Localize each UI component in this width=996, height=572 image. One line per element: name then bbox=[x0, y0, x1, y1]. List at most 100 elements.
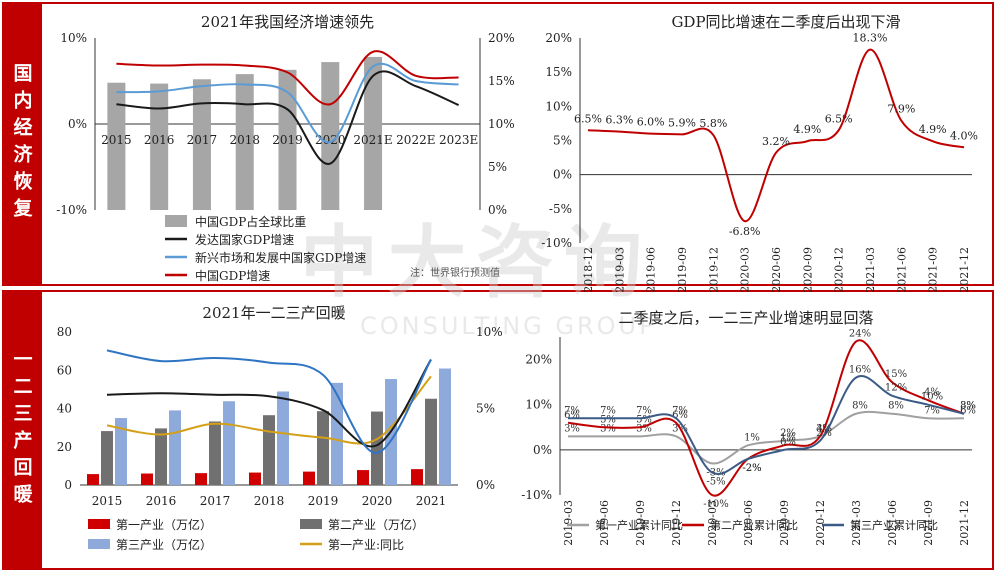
chart4-data-label: 3% bbox=[960, 401, 976, 412]
chart3-legend-swatch bbox=[300, 519, 322, 529]
chart2-x-tick: 2020-09 bbox=[801, 247, 814, 293]
chart1-legend-swatch bbox=[165, 215, 187, 227]
chart3-right-tick: 5% bbox=[476, 402, 495, 416]
section-label-economy: 国内经济恢复 bbox=[2, 2, 42, 286]
chart2-y-tick: 5% bbox=[553, 134, 572, 148]
chart2-x-tick: 2020-06 bbox=[770, 247, 783, 293]
chart4-data-label: 5% bbox=[600, 414, 616, 425]
chart3-x-tick: 2015 bbox=[92, 494, 123, 508]
chart2-x-tick: 2021-09 bbox=[927, 247, 940, 293]
chart4-x-tick: 2021-09 bbox=[922, 500, 935, 546]
chart4-x-tick: 2019-12 bbox=[670, 500, 683, 546]
chart3-left-tick: 20 bbox=[57, 440, 72, 454]
chart3-series-line bbox=[106, 375, 432, 445]
chart4-data-label: 8% bbox=[960, 401, 976, 412]
chart4-data-label: 5% bbox=[636, 414, 652, 425]
chart2-y-tick: 10% bbox=[545, 99, 572, 113]
chart1-x-tick: 2022E bbox=[396, 133, 435, 147]
chart3-bar bbox=[303, 471, 315, 485]
chart1-bar bbox=[321, 62, 340, 210]
chart3-legend-label: 第三产业（万亿） bbox=[116, 537, 212, 552]
chart2-y-tick: 20% bbox=[545, 31, 572, 45]
chart2-x-tick: 2019-09 bbox=[676, 247, 689, 293]
chart3-left-tick: 60 bbox=[57, 363, 72, 377]
chart1-legend-label: 中国GDP增速 bbox=[195, 268, 270, 283]
chart4-series-line bbox=[567, 339, 965, 497]
chart4-y-tick: 10% bbox=[525, 398, 552, 412]
chart2-data-label: 6.3% bbox=[605, 114, 633, 127]
chart3-x-tick: 2021 bbox=[416, 494, 447, 508]
chart4-data-label: 7% bbox=[636, 405, 652, 416]
watermark: 中大咨询 CONSULTING GROUP bbox=[300, 200, 657, 340]
chart1-x-tick: 2019 bbox=[272, 133, 303, 147]
chart2-y-tick: -10% bbox=[541, 236, 572, 250]
chart1-x-tick: 2020 bbox=[315, 133, 346, 147]
chart3-series-line bbox=[106, 359, 432, 448]
chart1-right-tick: 5% bbox=[488, 160, 507, 174]
watermark-sub: CONSULTING GROUP bbox=[360, 312, 657, 340]
chart4-x-tick: 2019-03 bbox=[562, 500, 575, 546]
chart3-x-tick: 2020 bbox=[362, 494, 393, 508]
chart4-data-label: 6% bbox=[672, 410, 688, 421]
chart2-x-tick: 2019-06 bbox=[645, 247, 658, 293]
chart3-x-tick: 2016 bbox=[146, 494, 177, 508]
chart3-bar bbox=[263, 415, 275, 485]
chart2-data-label: 4.9% bbox=[793, 123, 821, 136]
chart4-legend-label: 第二产业累计同比 bbox=[710, 518, 798, 532]
chart4-data-label: 24% bbox=[849, 329, 871, 340]
chart4-data-label: -5% bbox=[706, 476, 725, 487]
chart2-data-label: 7.9% bbox=[887, 103, 915, 116]
chart4-x-tick: 2021-03 bbox=[850, 500, 863, 546]
chart4-data-label: 10% bbox=[921, 392, 943, 403]
section-label-industries: 一二三产回暖 bbox=[2, 290, 42, 570]
chart3-x-tick: 2017 bbox=[200, 494, 231, 508]
chart4-x-tick: 2020-12 bbox=[814, 500, 827, 546]
chart4-title: 二季度之后，一二三产业增速明显回落 bbox=[618, 309, 873, 327]
chart1-right-tick: 10% bbox=[488, 117, 515, 131]
chart2-title: GDP同比增速在二季度后出现下滑 bbox=[671, 13, 900, 31]
chart1-legend-label: 新兴市场和发展中国家GDP增速 bbox=[195, 250, 366, 265]
chart4-data-label: 6% bbox=[564, 410, 580, 421]
chart3-legend-label: 第二产业（万亿） bbox=[328, 517, 424, 532]
chart4-x-tick: 2019-09 bbox=[634, 500, 647, 546]
chart1-bar bbox=[235, 74, 254, 211]
chart3-bar bbox=[155, 428, 167, 485]
chart2-data-label: 5.8% bbox=[699, 117, 727, 130]
chart2-x-tick: 2020-03 bbox=[739, 247, 752, 293]
chart3-bar bbox=[223, 401, 235, 485]
chart3-bar bbox=[277, 391, 289, 485]
chart1-x-tick: 2017 bbox=[187, 133, 218, 147]
chart4-data-label: 2% bbox=[816, 428, 832, 439]
chart2-data-label: 3.2% bbox=[762, 135, 790, 148]
chart1-series-line bbox=[116, 50, 459, 106]
panel-industries bbox=[2, 290, 994, 570]
chart4-data-label: 16% bbox=[849, 365, 871, 376]
watermark-main: 中大咨询 bbox=[300, 218, 653, 308]
chart4-y-tick: 0% bbox=[533, 443, 552, 457]
chart4-data-label: 2% bbox=[780, 428, 796, 439]
section-label-economy-text: 国内经济恢复 bbox=[10, 63, 33, 225]
chart3-x-tick: 2019 bbox=[308, 494, 339, 508]
chart1-left-tick: 0% bbox=[68, 117, 87, 131]
chart1-legend-label: 中国GDP占全球比重 bbox=[195, 214, 306, 229]
chart4-data-label: 3% bbox=[816, 423, 832, 434]
chart3-right-tick: 10% bbox=[476, 325, 503, 339]
chart4-data-label: -2% bbox=[742, 463, 761, 474]
chart1-bar bbox=[192, 79, 211, 210]
chart4-data-label: 3% bbox=[564, 423, 580, 434]
chart2-x-tick: 2018-12 bbox=[582, 247, 595, 293]
chart4-data-label: 3% bbox=[600, 423, 616, 434]
chart2-data-label: -6.8% bbox=[729, 225, 761, 238]
chart3-bar bbox=[331, 382, 343, 485]
chart1-x-tick: 2015 bbox=[101, 133, 132, 147]
chart2-y-tick: -5% bbox=[549, 202, 572, 216]
chart3-series-line bbox=[106, 349, 432, 454]
chart3-legend-label: 第一产业（万亿） bbox=[116, 517, 212, 532]
chart3-bar bbox=[115, 418, 127, 485]
chart3-right-tick: 0% bbox=[476, 478, 495, 492]
chart4-data-label: 7% bbox=[564, 405, 580, 416]
chart3-legend-swatch bbox=[88, 519, 110, 529]
chart4-data-label: -10% bbox=[703, 499, 729, 510]
chart2-data-label: 6.0% bbox=[637, 116, 665, 129]
